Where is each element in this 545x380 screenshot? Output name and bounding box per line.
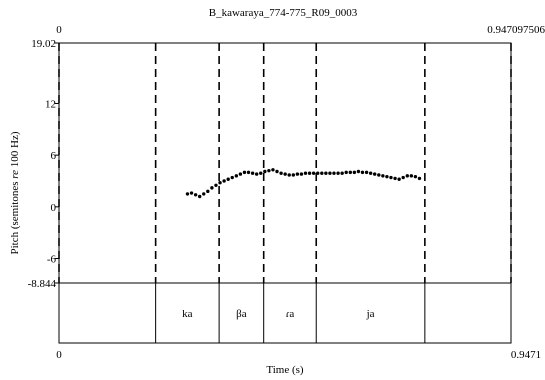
pitch-point	[230, 175, 234, 180]
pitch-point	[214, 183, 218, 187]
x-axis-title: Time (s)	[266, 364, 304, 376]
pitch-point	[344, 170, 348, 175]
pitch-point	[360, 170, 365, 175]
chart-title: B_kawaraya_774-775_R09_0003	[209, 7, 358, 19]
pitch-point	[368, 171, 373, 175]
pitch-point	[291, 173, 296, 177]
top-left-time-label: 0	[56, 24, 62, 36]
segment-label: βa	[236, 308, 247, 320]
pitch-point	[283, 172, 287, 176]
pitch-point	[401, 175, 405, 180]
pitch-point	[222, 179, 226, 183]
y-tick-label: 0	[51, 202, 57, 214]
pitch-point	[409, 174, 414, 178]
pitch-point	[271, 168, 275, 172]
pitch-point	[413, 174, 418, 179]
y-tick-label: 12	[45, 98, 56, 110]
pitch-point	[397, 177, 401, 181]
pitch-point	[381, 174, 385, 178]
segment-label-layer: ka βa ɾa ja	[182, 308, 374, 320]
y-tick-label: 19.02	[31, 38, 56, 50]
y-tick-label: -6	[47, 254, 57, 266]
y-tick-label: 6	[51, 150, 57, 162]
pitch-point	[364, 170, 369, 175]
pitch-point	[287, 173, 291, 177]
pitch-point	[307, 171, 312, 175]
pitch-point	[303, 171, 308, 175]
pitch-point	[263, 169, 267, 174]
pitch-point	[316, 171, 320, 175]
pitch-point	[189, 191, 194, 195]
y-axis-title: Pitch (semitones re 100 Hz)	[9, 131, 21, 254]
segment-label: ka	[182, 308, 193, 320]
pitch-point	[393, 176, 397, 181]
pitch-plot-frame	[58, 42, 512, 284]
pitch-point	[372, 172, 377, 176]
pitch-point	[328, 171, 332, 175]
pitch-point	[226, 177, 230, 181]
pitch-point	[405, 174, 409, 178]
pitch-point	[185, 192, 190, 196]
pitch-point	[250, 171, 255, 175]
y-axis-title-suffix: 100 Hz)	[9, 131, 21, 170]
pitch-point	[340, 171, 344, 175]
pitch-point	[254, 172, 259, 176]
pitch-point	[389, 175, 393, 180]
pitch-point	[352, 170, 357, 175]
boundary-layer	[58, 43, 512, 343]
pitch-point	[336, 171, 340, 175]
pitch-point	[193, 193, 198, 197]
segment-label: ja	[366, 308, 375, 320]
pitch-point	[246, 170, 251, 175]
pitch-point	[234, 174, 239, 178]
y-axis-title-re: re	[9, 170, 21, 179]
pitch-point	[210, 186, 214, 190]
annotation-tier-frame	[58, 282, 512, 344]
y-tick-layer: 19.02 12 6 0 -6 -8.844	[28, 38, 59, 290]
y-axis-title-prefix: Pitch (semitones	[9, 179, 21, 255]
pitch-point	[202, 192, 206, 196]
pitch-point	[295, 172, 300, 176]
pitch-point	[259, 171, 263, 175]
pitch-point	[311, 171, 316, 175]
pitch-point	[267, 168, 271, 173]
pitch-point	[279, 171, 283, 175]
pitch-point	[197, 194, 202, 199]
x-tick-label-start: 0	[56, 349, 62, 361]
pitch-point	[242, 170, 247, 175]
pitch-point	[356, 169, 361, 174]
pitch-point	[275, 169, 279, 174]
pitch-point	[218, 181, 222, 185]
pitch-point	[377, 173, 381, 177]
pitch-point	[417, 176, 422, 181]
segment-label: ɾa	[286, 308, 295, 320]
pitch-point	[206, 189, 210, 194]
pitch-point	[238, 172, 243, 176]
pitch-point	[299, 172, 304, 176]
pitch-point-layer	[185, 168, 422, 199]
pitch-point	[320, 171, 324, 175]
x-tick-label-end: 0.9471	[511, 349, 541, 361]
pitch-point	[324, 171, 328, 175]
top-right-time-label: 0.947097506	[487, 24, 545, 36]
pitch-point	[385, 174, 389, 179]
pitch-point	[332, 171, 336, 175]
pitch-point	[348, 170, 353, 175]
y-tick-label: -8.844	[28, 278, 57, 290]
